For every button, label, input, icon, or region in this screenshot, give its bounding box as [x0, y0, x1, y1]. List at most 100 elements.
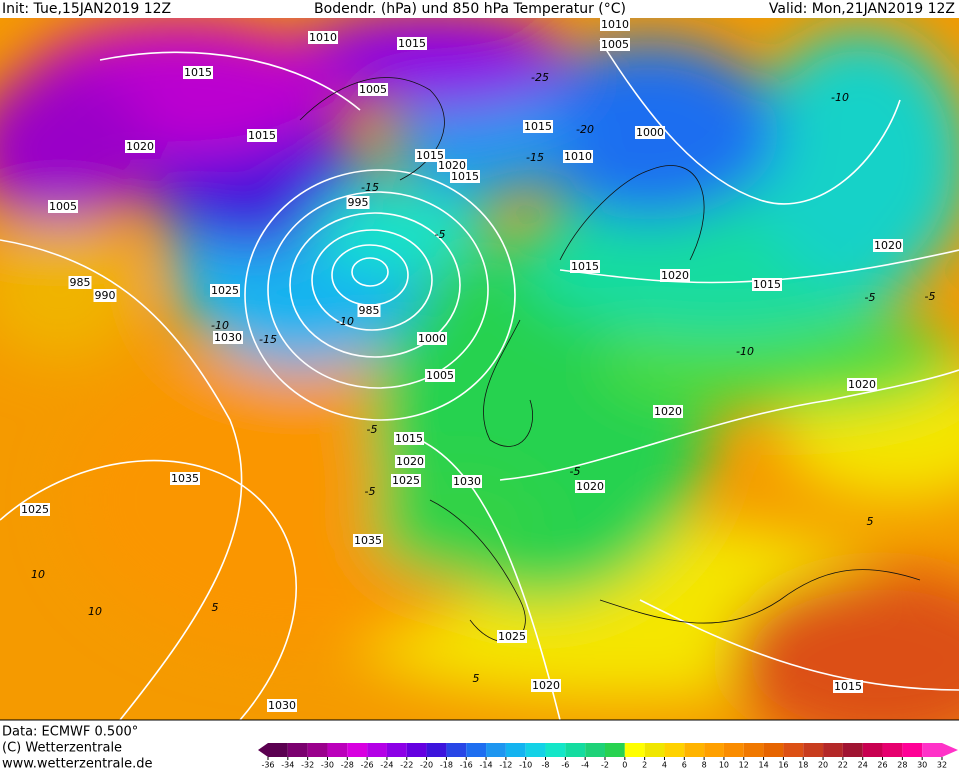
isobar-label-box: [93, 289, 117, 302]
isobar-label: 1015: [247, 129, 277, 142]
colorbar-bin: [347, 743, 368, 757]
isobar-label: 985: [357, 304, 381, 317]
colorbar-tick-label: 20: [818, 761, 828, 770]
isobar-label: 1020: [653, 405, 683, 418]
isobar-label-box: [125, 140, 155, 153]
temperature-label: -5: [365, 485, 376, 498]
isobar-label: 1025: [391, 474, 421, 487]
isobar-label: 1020: [575, 480, 605, 493]
isobar-label: 1030: [267, 699, 297, 712]
isobar-label: 1030: [452, 475, 482, 488]
isobar-label-box: [357, 304, 381, 317]
isobar-label: 1020: [531, 679, 561, 692]
colorbar-bin: [545, 743, 566, 757]
colorbar-tick-label: -32: [301, 761, 314, 770]
colorbar-tick-label: -14: [480, 761, 493, 770]
colorbar-bin: [723, 743, 744, 757]
colorbar-bin: [803, 743, 824, 757]
isobar-label: 1020: [437, 159, 467, 172]
isobar-label-text: 1030: [268, 699, 296, 712]
colorbar-tick-label: 30: [917, 761, 927, 770]
copyright: (C) Wetterzentrale: [2, 741, 122, 756]
colorbar-bin: [406, 743, 427, 757]
isobar-label: 1025: [497, 630, 527, 643]
isobar-label-box: [847, 378, 877, 391]
colorbar-bin: [823, 743, 843, 757]
colorbar-bin: [704, 743, 724, 757]
isobar-label-box: [391, 474, 421, 487]
isobar-label: 1000: [417, 332, 447, 345]
isobar-label-box: [575, 480, 605, 493]
isobar-label-box: [752, 278, 782, 291]
temperature-label: 10: [88, 605, 102, 618]
isobar-label: 1035: [170, 472, 200, 485]
isobar-label-text: 1030: [214, 331, 242, 344]
colorbar-tick-label: 16: [778, 761, 788, 770]
isobar-label-text: 1025: [392, 474, 420, 487]
isobar-label-box: [353, 534, 383, 547]
colorbar-arrow-high: [942, 743, 958, 757]
data-source: Data: ECMWF 0.500°: [2, 725, 138, 740]
isobar-label-text: 1020: [396, 455, 424, 468]
colorbar-bin: [426, 743, 447, 757]
colorbar-bin: [287, 743, 308, 757]
isobar-label-text: 1005: [49, 200, 77, 213]
colorbar-tick-label: 6: [682, 761, 687, 770]
isobar-label-text: 1025: [498, 630, 526, 643]
isobar-label-text: 1020: [576, 480, 604, 493]
colorbar-bin: [644, 743, 665, 757]
isobar-label-text: 1010: [601, 18, 629, 31]
isobar-label: 1010: [563, 150, 593, 163]
temperature-label: 5: [867, 515, 874, 528]
init-time: Init: Tue,15JAN2019 12Z: [2, 1, 171, 17]
isobar-label: 1015: [752, 278, 782, 291]
valid-time: Valid: Mon,21JAN2019 12Z: [769, 1, 955, 17]
temperature-label: 5: [212, 601, 219, 614]
isobar-label-box: [213, 331, 243, 344]
isobar-label-box: [563, 150, 593, 163]
isobar-label-box: [170, 472, 200, 485]
temperature-label: -10: [336, 315, 354, 328]
isobar-label-box: [397, 37, 427, 50]
isobar-label-box: [358, 83, 388, 96]
temperature-label: 10: [31, 568, 45, 581]
isobar-label: 1015: [833, 680, 863, 693]
colorbar-tick-label: 18: [798, 761, 808, 770]
isobar-label: 1015: [394, 432, 424, 445]
isobar-label-box: [437, 159, 467, 172]
colorbar-arrow-low: [258, 743, 268, 757]
isobar-label-box: [452, 475, 482, 488]
isobar-label-box: [20, 503, 50, 516]
isobar-label-text: 1035: [171, 472, 199, 485]
colorbar-bin: [307, 743, 328, 757]
temperature-label: -5: [367, 423, 378, 436]
isobar-label-text: 1025: [21, 503, 49, 516]
isobar-label: 985: [68, 276, 92, 289]
colorbar-bin: [386, 743, 407, 757]
isobar-label-text: 1015: [398, 37, 426, 50]
colorbar-tick-label: 8: [702, 761, 707, 770]
isobar-label-box: [635, 126, 665, 139]
isobar-label: 1010: [600, 18, 630, 31]
colorbar-tick-label: 0: [622, 761, 627, 770]
isobar-label-text: 1010: [564, 150, 592, 163]
isobar-label: 1005: [48, 200, 78, 213]
isobar-label: 1005: [600, 38, 630, 51]
isobar-label-text: 985: [70, 276, 91, 289]
colorbar-tick-label: 12: [739, 761, 749, 770]
isobar-label-text: 1015: [753, 278, 781, 291]
isobar-label-box: [523, 120, 553, 133]
isobar-label-text: 1020: [661, 269, 689, 282]
isobar-label-box: [210, 284, 240, 297]
isobar-label-text: 1005: [426, 369, 454, 382]
isobar-label-text: 1015: [416, 149, 444, 162]
isobar-label-box: [653, 405, 683, 418]
isobar-label-box: [346, 196, 370, 209]
temperature-label: -5: [435, 228, 446, 241]
colorbar-tick-label: -6: [561, 761, 569, 770]
temperature-label: -10: [736, 345, 754, 358]
isobar-label-text: 1000: [636, 126, 664, 139]
colorbar-tick-label: -34: [281, 761, 294, 770]
colorbar-tick-label: -24: [380, 761, 393, 770]
